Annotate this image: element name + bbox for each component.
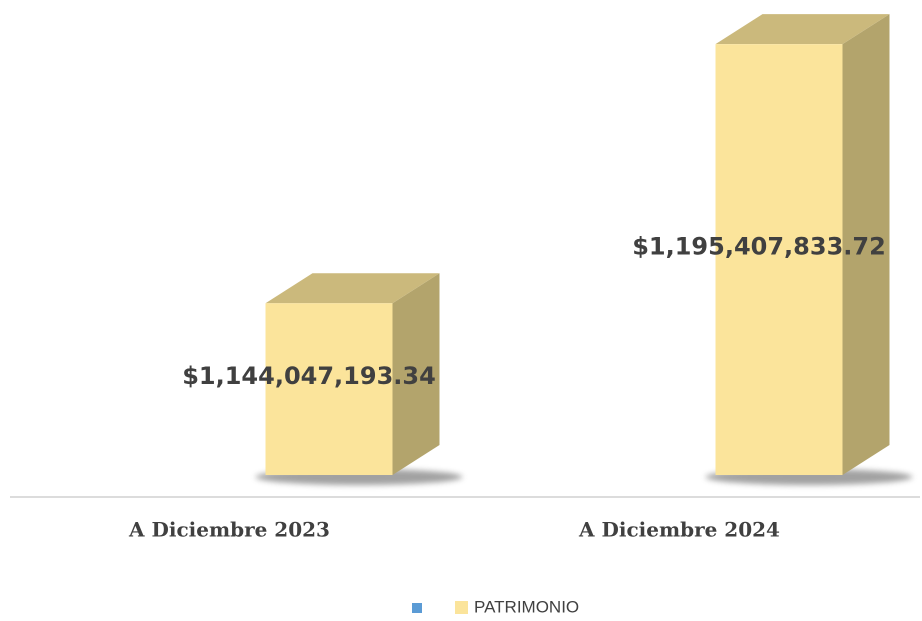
data-label: $1,144,047,193.34 bbox=[182, 362, 436, 390]
bar-side bbox=[842, 14, 890, 476]
legend-label: PATRIMONIO bbox=[474, 597, 579, 616]
x-tick-label: A Diciembre 2023 bbox=[128, 518, 330, 542]
x-tick-label: A Diciembre 2024 bbox=[578, 518, 780, 542]
bar-top bbox=[715, 14, 890, 45]
bar-side bbox=[392, 273, 440, 475]
legend-marker bbox=[455, 601, 468, 614]
data-label: $1,195,407,833.72 bbox=[632, 233, 886, 261]
bar bbox=[265, 303, 393, 475]
bar bbox=[715, 44, 843, 476]
bar-top bbox=[265, 273, 440, 304]
legend-marker-decor bbox=[412, 603, 422, 613]
